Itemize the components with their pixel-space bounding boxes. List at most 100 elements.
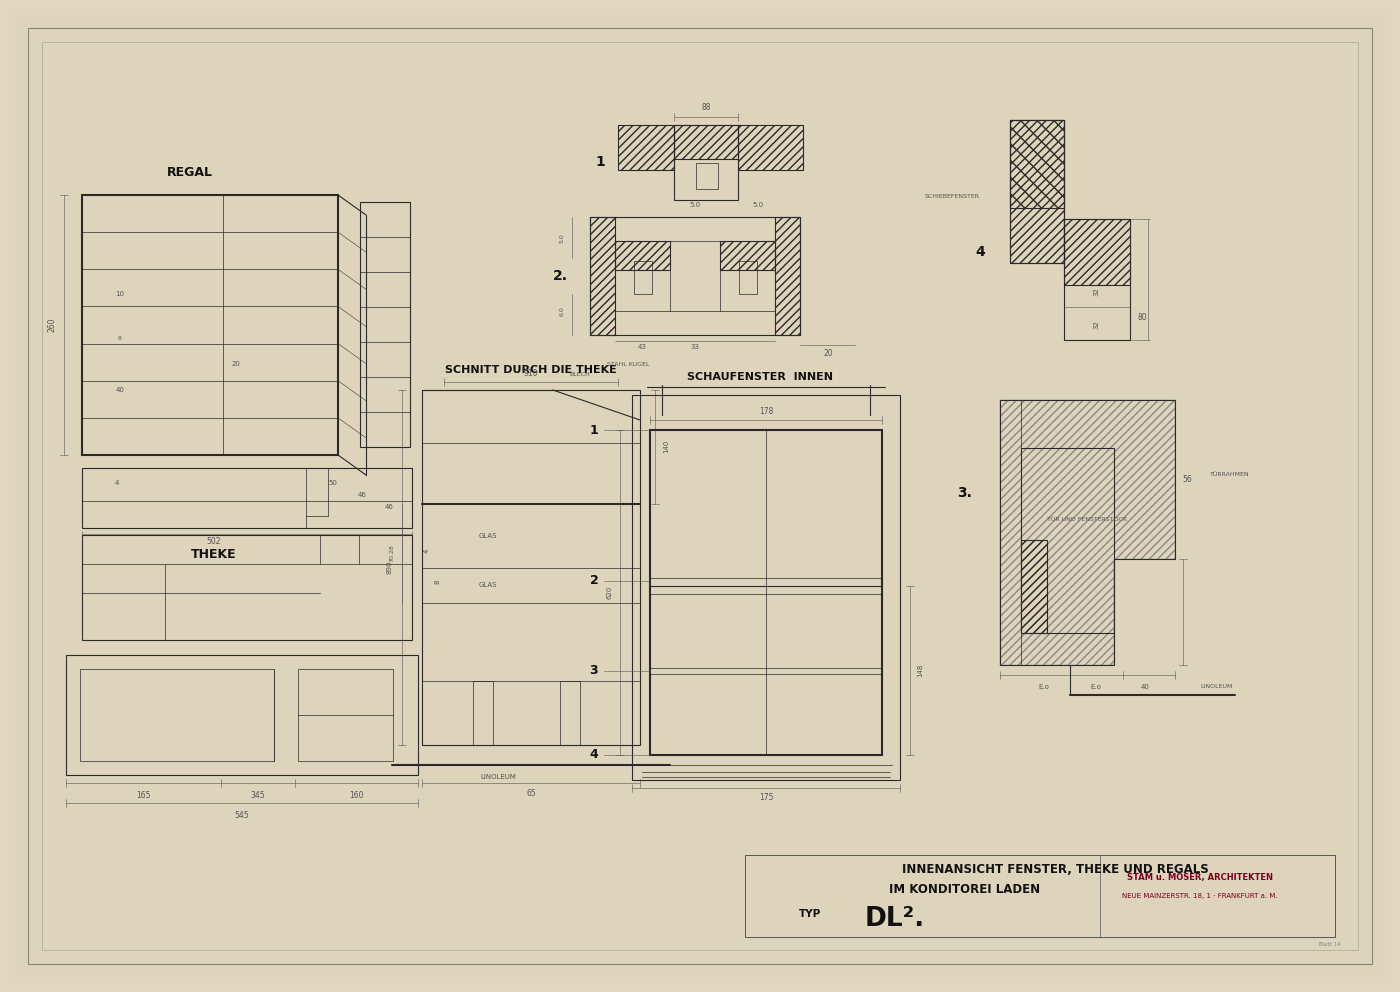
- Bar: [589, 217, 799, 335]
- Text: LINOLEUM: LINOLEUM: [1200, 684, 1232, 689]
- Text: 40: 40: [1141, 684, 1149, 690]
- Text: 88: 88: [701, 102, 711, 111]
- Bar: [589, 217, 615, 335]
- Text: 10: 10: [115, 291, 125, 297]
- Text: 502: 502: [207, 538, 221, 547]
- Bar: [615, 241, 669, 270]
- Text: SCHNITT DURCH DIE THEKE: SCHNITT DURCH DIE THEKE: [445, 365, 617, 375]
- Text: 2.: 2.: [553, 269, 567, 283]
- Bar: [774, 217, 799, 335]
- Text: 4: 4: [115, 480, 119, 486]
- Text: 32: 32: [1093, 287, 1099, 296]
- Bar: [66, 655, 419, 775]
- Text: 175: 175: [759, 794, 773, 803]
- Text: IM KONDITOREI LADEN: IM KONDITOREI LADEN: [889, 883, 1040, 896]
- Text: 3.: 3.: [958, 486, 973, 500]
- Text: 4: 4: [976, 245, 984, 259]
- Bar: [80, 670, 273, 761]
- Bar: [83, 195, 337, 455]
- Text: 56: 56: [1182, 475, 1191, 484]
- Text: GLAS: GLAS: [479, 533, 497, 539]
- Bar: [298, 670, 393, 761]
- Text: 910: 910: [524, 369, 538, 379]
- Text: 3: 3: [589, 665, 598, 678]
- Text: 8: 8: [434, 580, 440, 584]
- Text: 65: 65: [526, 789, 536, 798]
- Text: 260: 260: [48, 317, 56, 332]
- Bar: [617, 125, 673, 170]
- Bar: [360, 202, 410, 447]
- Text: 178: 178: [759, 408, 773, 417]
- Text: LINOLEUM: LINOLEUM: [480, 774, 517, 780]
- Bar: [650, 430, 882, 755]
- Text: 5.0: 5.0: [689, 202, 700, 208]
- Bar: [1064, 219, 1130, 285]
- Bar: [473, 682, 493, 745]
- Text: 5.0: 5.0: [752, 202, 763, 208]
- Bar: [1009, 120, 1064, 263]
- Bar: [696, 163, 718, 188]
- Text: SCHAUFENSTER  INNEN: SCHAUFENSTER INNEN: [687, 372, 833, 382]
- Text: INNENANSICHT FENSTER, THEKE UND REGALS: INNENANSICHT FENSTER, THEKE UND REGALS: [902, 863, 1208, 876]
- Text: 70.28: 70.28: [389, 545, 395, 562]
- Text: 40: 40: [116, 387, 125, 393]
- Text: 4: 4: [589, 749, 598, 762]
- Bar: [720, 241, 774, 270]
- Text: STAM u. MOSER, ARCHITEKTEN: STAM u. MOSER, ARCHITEKTEN: [1127, 874, 1273, 883]
- Text: 160: 160: [349, 791, 364, 800]
- Text: TÜRRAHMEN: TÜRRAHMEN: [1210, 472, 1250, 477]
- Text: THEKE: THEKE: [192, 548, 237, 560]
- Text: 4: 4: [424, 549, 430, 553]
- Bar: [631, 395, 900, 780]
- Bar: [83, 468, 412, 528]
- Text: 345: 345: [251, 791, 265, 800]
- Bar: [633, 261, 651, 294]
- Text: 5.0: 5.0: [560, 233, 564, 243]
- Bar: [739, 261, 756, 294]
- Bar: [738, 125, 804, 170]
- Text: BLECH: BLECH: [570, 373, 591, 378]
- Text: TÜR UND FENSTERSTOCK: TÜR UND FENSTERSTOCK: [1047, 517, 1127, 522]
- Text: 620: 620: [608, 586, 613, 599]
- Text: REGAL: REGAL: [167, 166, 213, 179]
- Text: 46: 46: [385, 504, 393, 510]
- Text: 2: 2: [589, 574, 598, 587]
- Text: 165: 165: [136, 791, 151, 800]
- Text: 80: 80: [1137, 313, 1147, 322]
- Bar: [615, 241, 774, 311]
- Text: 140: 140: [664, 440, 669, 453]
- Bar: [1009, 120, 1064, 263]
- Bar: [1021, 447, 1114, 633]
- Text: 545: 545: [235, 810, 249, 819]
- Text: SCHIEBEFENSTER: SCHIEBEFENSTER: [925, 194, 980, 199]
- Bar: [1064, 219, 1130, 340]
- Bar: [673, 125, 738, 200]
- Bar: [560, 682, 580, 745]
- Text: Blatt 14: Blatt 14: [1319, 941, 1341, 946]
- Text: STAHL KUGEL: STAHL KUGEL: [606, 362, 650, 367]
- Text: 50: 50: [329, 480, 337, 486]
- Text: 8: 8: [118, 335, 122, 340]
- Text: 32: 32: [1093, 320, 1099, 329]
- Text: 890: 890: [386, 560, 393, 574]
- Bar: [1009, 120, 1064, 208]
- Text: E.o: E.o: [1091, 684, 1102, 690]
- Text: DL².: DL².: [865, 906, 925, 931]
- Text: 1: 1: [595, 156, 605, 170]
- Text: 43: 43: [638, 344, 647, 350]
- Text: 46: 46: [358, 492, 367, 498]
- Bar: [745, 855, 1336, 937]
- Text: 148: 148: [917, 664, 923, 678]
- Text: GLAS: GLAS: [479, 582, 497, 588]
- Bar: [1021, 541, 1047, 633]
- Text: 20: 20: [231, 361, 239, 367]
- Text: 20: 20: [823, 348, 833, 357]
- Bar: [83, 535, 412, 640]
- Bar: [421, 390, 640, 745]
- Text: 1: 1: [589, 424, 598, 436]
- Text: E.o: E.o: [1039, 684, 1049, 690]
- Text: NEUE MAINZERSTR. 18, 1 · FRANKFURT a. M.: NEUE MAINZERSTR. 18, 1 · FRANKFURT a. M.: [1123, 893, 1278, 899]
- Text: TYP: TYP: [799, 909, 822, 919]
- Bar: [673, 125, 738, 159]
- Text: 6.0: 6.0: [560, 307, 564, 316]
